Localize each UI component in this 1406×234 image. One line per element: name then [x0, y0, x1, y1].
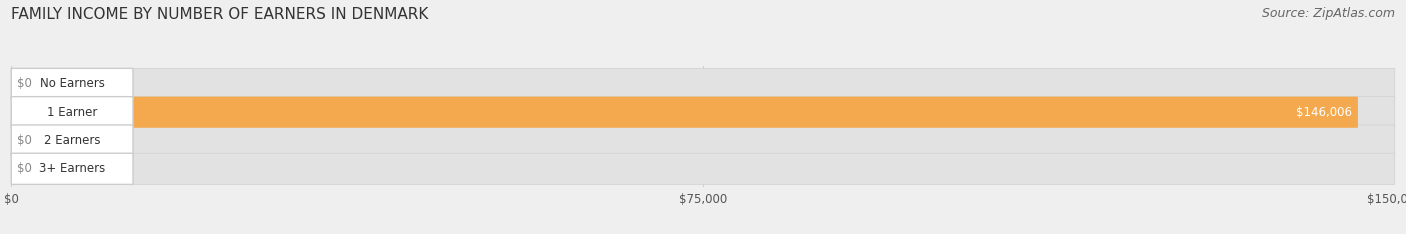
Text: Source: ZipAtlas.com: Source: ZipAtlas.com: [1261, 7, 1395, 20]
Text: FAMILY INCOME BY NUMBER OF EARNERS IN DENMARK: FAMILY INCOME BY NUMBER OF EARNERS IN DE…: [11, 7, 429, 22]
FancyBboxPatch shape: [11, 97, 1358, 128]
FancyBboxPatch shape: [11, 153, 134, 184]
Text: 2 Earners: 2 Earners: [44, 134, 100, 147]
Text: $0: $0: [17, 162, 32, 175]
Text: 1 Earner: 1 Earner: [46, 106, 97, 119]
Text: 3+ Earners: 3+ Earners: [39, 162, 105, 175]
Text: $146,006: $146,006: [1296, 106, 1353, 119]
FancyBboxPatch shape: [11, 97, 134, 128]
FancyBboxPatch shape: [11, 68, 134, 99]
Text: $0: $0: [17, 134, 32, 147]
Text: No Earners: No Earners: [39, 77, 104, 90]
FancyBboxPatch shape: [11, 68, 1395, 99]
Text: $0: $0: [17, 77, 32, 90]
FancyBboxPatch shape: [11, 125, 134, 156]
FancyBboxPatch shape: [11, 153, 1395, 184]
FancyBboxPatch shape: [11, 97, 1395, 128]
FancyBboxPatch shape: [11, 125, 1395, 156]
